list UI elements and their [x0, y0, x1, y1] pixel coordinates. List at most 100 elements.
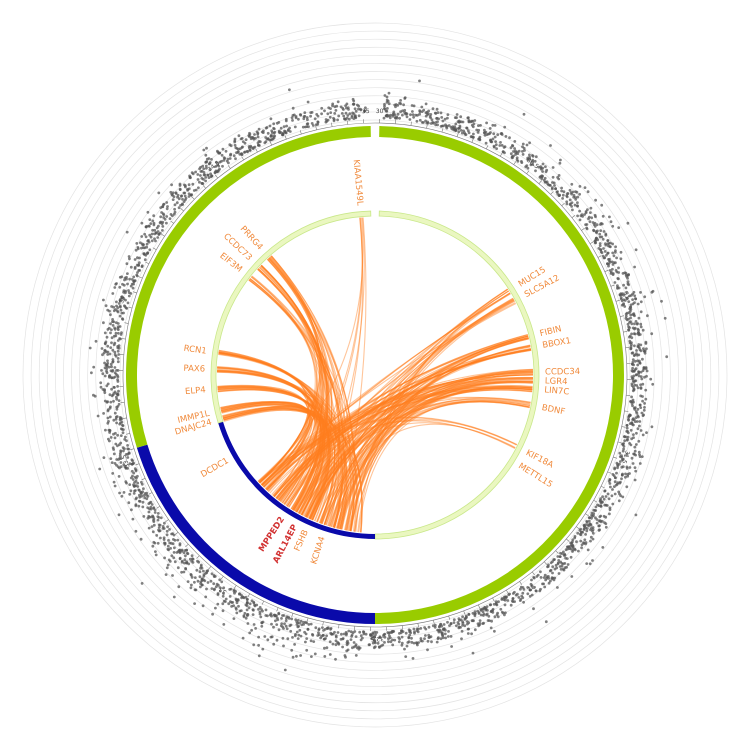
scatter-point: [109, 362, 113, 366]
scatter-point: [633, 420, 637, 423]
gene-segment: [210, 210, 372, 424]
scatter-point: [605, 504, 609, 507]
scatter-point: [154, 553, 158, 557]
scatter-point: [306, 100, 310, 104]
gene-link: [260, 264, 329, 512]
scatter-point: [411, 657, 415, 660]
scatter-point: [369, 634, 372, 637]
gene-link: [325, 387, 533, 526]
scatter-point: [297, 633, 301, 637]
scatter-point: [218, 578, 222, 582]
scatter-point: [329, 627, 332, 631]
scatter-point: [569, 547, 572, 551]
tick-mark: [463, 610, 466, 615]
scatter-point: [587, 215, 591, 219]
scatter-point: [621, 495, 625, 499]
scatter-point: [103, 341, 107, 345]
gene-link: [305, 298, 514, 518]
scatter-point: [163, 556, 167, 560]
scatter-point: [634, 320, 638, 323]
scatter-point: [203, 579, 207, 583]
scatter-point: [632, 290, 636, 294]
scatter-point: [547, 581, 551, 585]
scatter-point: [289, 629, 293, 633]
scatter-point: [563, 562, 567, 565]
scatter-point: [641, 357, 644, 361]
scatter-point: [281, 133, 285, 137]
tick-mark: [156, 506, 161, 509]
scatter-point: [354, 635, 358, 638]
scatter-point: [264, 614, 268, 617]
gene-link: [218, 352, 326, 516]
scatter-point: [293, 643, 296, 646]
scatter-point: [493, 615, 497, 619]
gene-link: [223, 406, 313, 491]
scatter-point: [625, 485, 629, 489]
scatter-point: [634, 410, 638, 413]
gene-segment-highlight: [218, 421, 375, 539]
scatter-point: [618, 451, 622, 455]
tick-mark: [338, 624, 340, 629]
gene-label: LGR4: [545, 376, 568, 387]
scatter-point: [206, 569, 210, 573]
scatter-point: [485, 121, 488, 125]
scatter-point: [611, 224, 615, 228]
gene-link: [266, 256, 323, 491]
gene-link: [217, 367, 343, 528]
scatter-point: [280, 622, 284, 625]
scatter-point: [168, 528, 171, 531]
tick-mark: [499, 152, 503, 157]
scatter-point: [129, 265, 133, 269]
scatter-point: [110, 336, 114, 340]
gene-link: [222, 408, 346, 529]
scatter-point: [397, 636, 401, 639]
tick-mark: [506, 589, 509, 594]
scatter-point: [157, 526, 161, 529]
scatter-point: [545, 577, 549, 580]
scatter-point: [591, 531, 595, 535]
scatter-point: [439, 637, 443, 641]
scatter-point: [578, 192, 581, 196]
gene-link: [220, 401, 324, 513]
scatter-point: [147, 224, 151, 228]
scatter-point: [470, 123, 474, 127]
scatter-point: [233, 143, 237, 147]
scatter-point: [345, 643, 349, 647]
scatter-point: [336, 631, 340, 634]
gene-link: [220, 401, 311, 486]
scatter-point: [212, 582, 216, 586]
scatter-point: [148, 218, 152, 222]
tick-mark: [613, 456, 618, 459]
gene-link: [260, 265, 329, 513]
scatter-point: [112, 452, 116, 456]
scatter-point: [626, 276, 629, 280]
gene-label: RCN1: [183, 344, 207, 357]
scatter-point: [137, 488, 141, 492]
gene-link: [259, 396, 531, 484]
scatter-point: [155, 226, 159, 230]
scatter-point: [633, 327, 636, 331]
scatter-point: [437, 636, 440, 640]
scatter-point: [232, 154, 236, 158]
scatter-point: [639, 429, 643, 432]
scatter-point: [463, 624, 467, 628]
scatter-point: [296, 621, 300, 625]
scatter-point: [595, 223, 599, 227]
scatter-point: [339, 637, 343, 641]
scatter-point: [183, 549, 187, 552]
scatter-point: [248, 631, 252, 635]
scatter-point: [142, 515, 146, 518]
scatter-point: [191, 557, 194, 561]
scatter-point: [198, 180, 201, 184]
scatter-point: [294, 618, 298, 622]
scatter-point: [582, 524, 586, 528]
scatter-point: [125, 230, 129, 234]
tick-mark: [128, 306, 133, 309]
scatter-point: [426, 121, 430, 125]
scatter-point: [521, 150, 524, 153]
gene-link: [217, 385, 326, 516]
scatter-point: [643, 295, 647, 299]
scatter-point: [452, 618, 456, 622]
scatter-point: [601, 546, 605, 549]
scatter-point: [611, 242, 614, 246]
